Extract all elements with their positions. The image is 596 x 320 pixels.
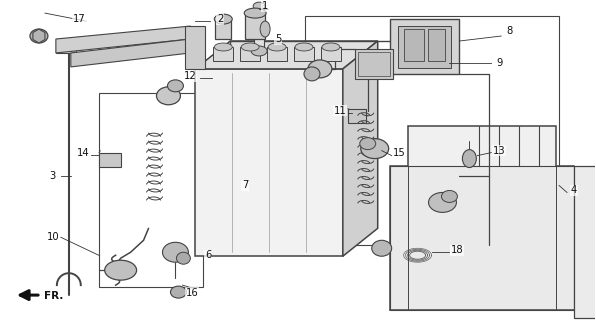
Ellipse shape <box>157 87 181 105</box>
Polygon shape <box>195 41 378 69</box>
Bar <box>99 153 120 166</box>
Ellipse shape <box>442 190 457 203</box>
Text: 18: 18 <box>451 245 464 255</box>
Ellipse shape <box>304 67 320 81</box>
Ellipse shape <box>163 242 188 262</box>
Text: 1: 1 <box>262 1 268 11</box>
Polygon shape <box>343 41 378 256</box>
Bar <box>358 52 390 76</box>
Text: 11: 11 <box>334 106 346 116</box>
Ellipse shape <box>429 192 457 212</box>
Ellipse shape <box>105 260 136 280</box>
Ellipse shape <box>361 139 389 159</box>
Ellipse shape <box>253 2 265 10</box>
Bar <box>403 29 424 61</box>
Polygon shape <box>390 126 574 310</box>
Ellipse shape <box>215 14 232 24</box>
Bar <box>390 19 460 74</box>
Text: 5: 5 <box>275 34 281 44</box>
Ellipse shape <box>244 8 266 18</box>
Text: 8: 8 <box>506 26 513 36</box>
Ellipse shape <box>268 43 286 51</box>
Ellipse shape <box>360 138 375 150</box>
Text: 4: 4 <box>571 186 577 196</box>
Bar <box>240 47 260 61</box>
Text: 15: 15 <box>393 148 406 158</box>
Bar <box>99 93 203 287</box>
Text: 14: 14 <box>76 148 89 158</box>
Bar <box>254 6 264 51</box>
Bar <box>245 13 265 39</box>
Bar <box>355 49 393 79</box>
Text: 6: 6 <box>205 250 212 260</box>
Ellipse shape <box>215 43 232 51</box>
Bar <box>294 47 314 61</box>
Bar <box>398 26 451 68</box>
Bar <box>427 29 445 61</box>
Text: 17: 17 <box>73 14 85 24</box>
Text: 12: 12 <box>184 71 197 81</box>
Ellipse shape <box>170 286 187 298</box>
Polygon shape <box>185 26 206 69</box>
Polygon shape <box>56 26 190 53</box>
Text: 7: 7 <box>242 180 249 190</box>
Ellipse shape <box>372 240 392 256</box>
Bar <box>215 19 231 39</box>
Polygon shape <box>574 165 596 318</box>
Ellipse shape <box>251 46 267 56</box>
Text: 3: 3 <box>49 171 56 180</box>
Ellipse shape <box>176 252 190 264</box>
Ellipse shape <box>295 43 313 51</box>
Text: 16: 16 <box>186 288 198 298</box>
Bar <box>321 47 341 61</box>
Polygon shape <box>56 39 76 53</box>
Ellipse shape <box>308 60 332 78</box>
Ellipse shape <box>30 29 48 43</box>
Bar <box>195 69 343 256</box>
Polygon shape <box>71 39 190 67</box>
Bar <box>348 109 366 123</box>
Ellipse shape <box>322 43 340 51</box>
Ellipse shape <box>241 43 259 51</box>
Text: FR.: FR. <box>44 291 63 301</box>
Bar <box>267 47 287 61</box>
Ellipse shape <box>167 80 184 92</box>
Text: 10: 10 <box>46 232 59 242</box>
Ellipse shape <box>260 21 270 37</box>
Ellipse shape <box>462 150 476 168</box>
Text: 9: 9 <box>496 58 502 68</box>
Text: 2: 2 <box>217 14 224 24</box>
Text: 13: 13 <box>493 146 505 156</box>
Bar <box>213 47 233 61</box>
Bar <box>390 165 574 310</box>
